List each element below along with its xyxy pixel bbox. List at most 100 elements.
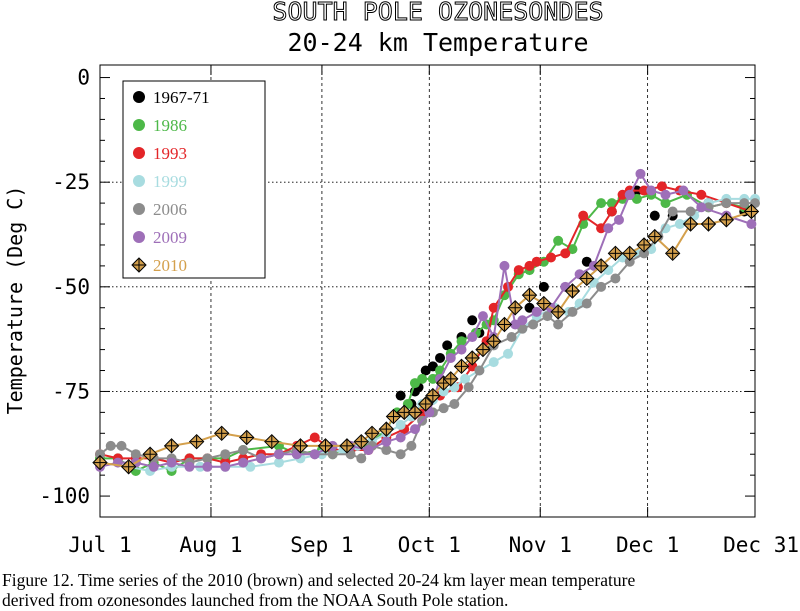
x-tick-label: Oct 1 xyxy=(398,533,461,557)
data-point xyxy=(560,248,571,259)
data-point xyxy=(696,202,707,213)
data-point xyxy=(456,344,467,355)
data-point xyxy=(202,453,213,464)
legend-marker xyxy=(133,231,145,243)
data-point xyxy=(685,206,696,217)
data-point xyxy=(356,453,367,464)
chart: SOUTH POLE OZONESONDES 20-24 km Temperat… xyxy=(3,0,799,557)
x-tick-label: Jul 1 xyxy=(68,533,131,557)
data-point xyxy=(395,449,406,460)
data-point xyxy=(474,365,485,376)
data-point xyxy=(646,185,657,196)
data-point xyxy=(499,290,510,301)
data-point xyxy=(639,248,650,259)
legend-marker xyxy=(133,203,145,215)
y-tick-label: -50 xyxy=(52,275,90,299)
legend-label: 2009 xyxy=(153,228,187,247)
data-point xyxy=(624,189,635,200)
legend-label: 1986 xyxy=(153,116,187,135)
data-point xyxy=(553,235,564,246)
data-point xyxy=(639,185,650,196)
data-point xyxy=(395,419,406,430)
data-point xyxy=(603,223,614,234)
series-2006 xyxy=(95,198,760,468)
data-point xyxy=(746,219,757,230)
data-point xyxy=(442,340,453,351)
data-point xyxy=(273,457,284,468)
data-point xyxy=(427,373,438,384)
data-point xyxy=(395,432,406,443)
legend-label: 2010 xyxy=(153,256,187,275)
y-tick-label: 0 xyxy=(77,66,90,90)
data-point xyxy=(696,189,707,200)
data-point xyxy=(721,198,732,209)
data-point xyxy=(409,424,420,435)
data-point xyxy=(635,168,646,179)
series-line xyxy=(99,202,755,464)
data-point xyxy=(488,302,499,313)
data-point xyxy=(624,256,635,267)
legend-label: 1999 xyxy=(153,172,187,191)
data-point xyxy=(528,319,539,330)
y-axis-label: Temperature (Deg C) xyxy=(3,186,27,415)
data-point xyxy=(395,390,406,401)
data-point xyxy=(678,185,689,196)
data-point xyxy=(130,449,141,460)
data-point xyxy=(477,311,488,322)
data-point xyxy=(309,432,320,443)
series-2009 xyxy=(95,168,757,472)
data-point xyxy=(553,319,564,330)
data-point xyxy=(674,219,685,230)
y-tick-label: -25 xyxy=(52,170,90,194)
data-point xyxy=(95,449,105,460)
chart-subtitle: 20-24 km Temperature xyxy=(287,28,588,57)
x-tick-label: Dec 1 xyxy=(616,533,679,557)
data-point xyxy=(517,315,528,326)
y-axis: 0 -25 -50 -75 -100 xyxy=(39,66,755,508)
legend-marker xyxy=(133,91,145,103)
legend-label: 2006 xyxy=(153,200,187,219)
data-point xyxy=(596,223,607,234)
data-point xyxy=(499,260,510,271)
data-point xyxy=(613,214,624,225)
data-point xyxy=(148,461,159,472)
x-axis: Jul 1 Aug 1 Sep 1 Oct 1 Nov 1 Dec 1 Dec 31 xyxy=(68,65,799,557)
figure-caption: Figure 12. Time series of the 2010 (brow… xyxy=(2,570,798,610)
chart-title: SOUTH POLE OZONESONDES xyxy=(272,0,603,26)
legend-box xyxy=(122,80,266,279)
data-point xyxy=(438,403,449,414)
data-point xyxy=(581,298,592,309)
data-point xyxy=(596,281,607,292)
data-point xyxy=(660,223,671,234)
data-point xyxy=(606,198,617,209)
data-point xyxy=(660,198,671,209)
x-tick-label: Nov 1 xyxy=(509,533,572,557)
y-tick-label: -100 xyxy=(39,484,90,508)
legend-item: 2006 xyxy=(133,200,187,219)
data-point xyxy=(273,449,284,460)
data-point xyxy=(406,440,417,451)
caption-line-1: Figure 12. Time series of the 2010 (brow… xyxy=(2,570,636,590)
legend-item: 2010 xyxy=(131,256,187,275)
data-point xyxy=(531,306,542,317)
data-point xyxy=(506,332,517,343)
legend-item: 2009 xyxy=(133,228,187,247)
data-point xyxy=(649,210,660,221)
data-point xyxy=(656,181,667,192)
data-point xyxy=(449,399,460,409)
data-point xyxy=(238,457,249,468)
data-point xyxy=(513,265,524,276)
data-point xyxy=(105,440,116,451)
data-point xyxy=(438,386,449,397)
series-layer xyxy=(92,168,760,476)
data-point xyxy=(660,189,671,200)
data-point xyxy=(610,273,621,284)
legend-marker xyxy=(133,147,145,159)
data-point xyxy=(488,357,499,368)
legend-label: 1967-71 xyxy=(153,88,210,107)
caption-line-2: derived from ozonesondes launched from t… xyxy=(2,590,509,610)
legend-item: 1993 xyxy=(133,144,187,163)
data-point xyxy=(202,461,213,472)
data-point xyxy=(606,206,617,217)
data-point xyxy=(381,445,392,456)
